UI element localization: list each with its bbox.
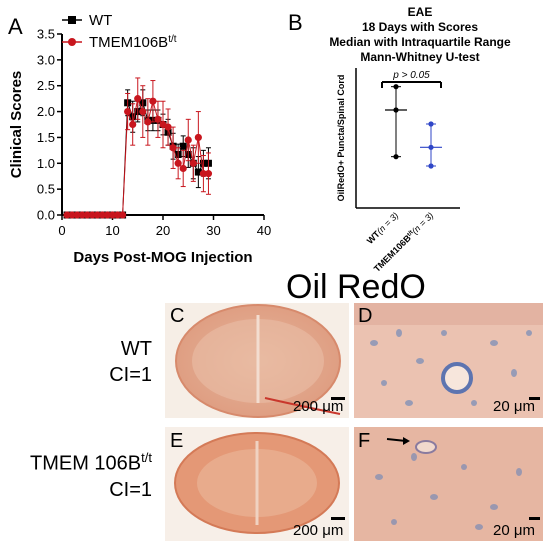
data-point-tmem: [139, 107, 147, 116]
category-label-wt: WT(n = 3): [365, 210, 401, 246]
data-point-tmem: [149, 97, 157, 105]
y-tick-label: 2.5: [37, 78, 55, 93]
scalebar-label-d: 20 μm: [493, 398, 535, 415]
y-tick-label: 2.0: [37, 104, 55, 119]
significance-annotation: p > 0.05: [392, 70, 430, 81]
legend-marker: [68, 16, 76, 24]
data-point-tmem: [134, 95, 142, 103]
panel-b-title: EAE 18 Days with Scores Median with Intr…: [300, 5, 540, 65]
x-tick-label: 0: [58, 223, 65, 238]
scalebar-f: [529, 517, 540, 520]
data-point-tmem: [93, 211, 101, 219]
data-point-tmem: [174, 159, 182, 167]
scalebar-c: [331, 397, 345, 400]
data-point-tmem: [103, 211, 112, 219]
data-point-wt: [194, 168, 202, 176]
micrograph-tmem-high: [354, 427, 543, 541]
panel-b-title-line: 18 Days with Scores: [361, 20, 479, 34]
micrograph-wt-low: [165, 303, 349, 418]
panel-b-title-line: EAE: [407, 5, 433, 19]
data-point-tmem: [129, 120, 137, 129]
y-tick-label: 3.5: [37, 27, 55, 42]
data-point-tmem: [83, 211, 91, 219]
panel-label-e: E: [170, 430, 184, 452]
data-point-tmem: [179, 164, 187, 173]
category-label-sup: t/t: [406, 230, 414, 238]
data-point-tmem: [154, 115, 162, 123]
x-axis-label: Days Post-MOG Injection: [73, 249, 252, 266]
y-axis-label: Clinical Scores: [8, 71, 25, 179]
y-tick-label: 1.5: [37, 130, 55, 145]
data-point-wt: [179, 142, 187, 150]
micrograph-wt-high: [354, 303, 543, 418]
data-point-tmem: [164, 123, 172, 131]
legend-label: TMEM106Bt/t: [89, 34, 177, 52]
scalebar-label-f: 20 μm: [493, 522, 535, 539]
category-label-tmem: TMEM106Bt/t(n = 3): [372, 210, 436, 274]
row-label-wt: WT CI=1: [60, 336, 152, 388]
row-label-tmem: TMEM 106Bt/t CI=1: [4, 445, 152, 503]
data-point-tmem: [98, 211, 106, 219]
panel-label-d: D: [358, 305, 373, 327]
panel-label-c: C: [170, 305, 185, 327]
y-tick-label: 1.0: [37, 156, 55, 171]
data-point-tmem: [204, 170, 213, 178]
data-point-tmem: [428, 163, 434, 169]
panel-label-a: A: [8, 14, 23, 39]
legend-marker: [68, 38, 76, 46]
data-point-tmem: [144, 118, 152, 126]
x-tick-label: 40: [257, 223, 271, 238]
row-label-genotype: TMEM 106Bt/t: [30, 450, 152, 475]
legend-label-sup: t/t: [168, 34, 177, 45]
clinical-score-chart: 0.0 0.5 1.0 1.5 2.0 2.5 3.0 3.5 0 10 20 30 40 Days Po…: [8, 12, 271, 266]
data-point-tmem: [119, 211, 127, 219]
data-point-tmem: [428, 121, 434, 127]
x-tick-label: 30: [206, 223, 220, 238]
data-point-tmem: [73, 211, 81, 219]
y-tick-label: 0.5: [37, 182, 55, 197]
y-axis-label: OilRedO+ Puncta/Spinal Cord: [336, 75, 346, 202]
data-point-tmem: [184, 136, 192, 144]
row-label-ci: CI=1: [109, 364, 152, 386]
x-tick-label: 10: [105, 223, 119, 238]
row-label-genotype: WT: [120, 338, 152, 360]
data-point-tmem: [189, 159, 197, 167]
scalebar-d: [529, 397, 540, 400]
micrograph-tmem-low: [165, 427, 349, 541]
panel-label-f: F: [358, 430, 371, 452]
scalebar-label-e: 200 μm: [293, 522, 344, 539]
data-point-tmem: [78, 211, 86, 219]
category-n-label: (n = 3): [375, 210, 401, 236]
panel-b-title-line: Mann-Whitney U-test: [360, 50, 480, 64]
data-point-tmem: [68, 211, 76, 219]
data-point-tmem: [194, 133, 202, 142]
scalebar-e: [331, 517, 345, 520]
data-point-tmem: [428, 144, 434, 150]
data-point-wt: [393, 84, 399, 90]
data-point-tmem: [124, 107, 132, 116]
panel-b-title-line: Median with Intraquartile Range: [329, 35, 511, 49]
data-point-tmem: [63, 211, 71, 219]
data-point-wt: [393, 107, 399, 113]
data-point-tmem: [108, 211, 117, 219]
row-label-ci: CI=1: [109, 478, 152, 501]
data-point-tmem: [169, 144, 177, 152]
data-point-tmem: [199, 170, 207, 178]
data-point-wt: [393, 154, 399, 160]
panel-label-b: B: [288, 10, 303, 35]
data-point-tmem: [113, 211, 122, 219]
scalebar-label-c: 200 μm: [293, 398, 344, 415]
stain-title: Oil RedO: [286, 268, 426, 306]
legend-label: WT: [89, 12, 112, 29]
category-n-label: (n = 3): [410, 210, 436, 236]
x-tick-label: 20: [156, 223, 170, 238]
puncta-scatter-chart: OilRedO+ Puncta/Spinal Cord p > 0.05 WT(n …: [336, 68, 460, 274]
y-tick-label: 0.0: [37, 208, 55, 223]
data-point-tmem: [88, 211, 96, 219]
y-tick-label: 3.0: [37, 52, 55, 67]
